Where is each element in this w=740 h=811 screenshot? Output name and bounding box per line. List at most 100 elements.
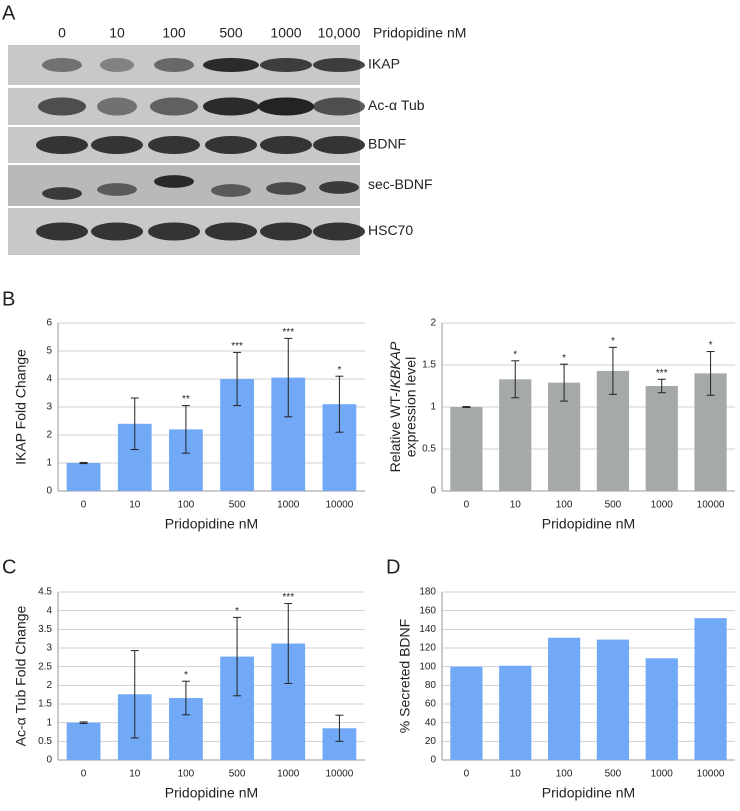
x-tick-label: 10000 [697, 500, 725, 511]
blot-row-label: Ac-α Tub [368, 97, 425, 113]
error-bar [233, 351, 242, 407]
y-label-part: Relative WT- [387, 392, 403, 472]
blot-band [260, 222, 312, 241]
x-axis-label: Pridopidine nM [542, 516, 635, 532]
y-axis-label: IKAP Fold Change [13, 349, 29, 465]
blot-band [260, 136, 312, 154]
blot-row-label: BDNF [368, 136, 406, 152]
blot-row-label: IKAP [368, 56, 400, 72]
y-tick-label: 180 [419, 587, 436, 598]
blot-band [36, 136, 88, 154]
significance-label: * [184, 670, 188, 681]
blot-band [148, 222, 200, 241]
blot-band [91, 136, 143, 154]
blot-band [154, 175, 194, 188]
blot-band [266, 182, 306, 195]
blot-row-label: sec-BDNF [368, 176, 433, 192]
y-tick-label: 0 [430, 486, 436, 497]
x-tick-label: 500 [605, 500, 622, 511]
blot-band [150, 97, 198, 116]
x-axis-label: Pridopidine nM [165, 785, 258, 801]
significance-label: * [611, 336, 615, 347]
x-tick-label: 10 [129, 769, 141, 780]
x-tick-label: 100 [556, 769, 573, 780]
lane-label: 0 [58, 25, 66, 41]
x-axis-label: Pridopidine nM [542, 785, 635, 801]
x-tick-label: 10 [129, 500, 141, 511]
bar [694, 618, 727, 760]
y-tick-label: 3 [46, 643, 52, 654]
panel-letter: B [2, 288, 15, 310]
lane-label: 500 [219, 25, 243, 41]
blot-band [205, 136, 257, 154]
x-tick-label: 100 [556, 500, 573, 511]
y-tick-label: 0.5 [422, 444, 436, 455]
significance-label: * [235, 606, 239, 617]
error-bar [511, 360, 520, 399]
error-bar [79, 721, 88, 724]
x-tick-label: 10000 [326, 500, 354, 511]
blot-band [100, 58, 134, 72]
error-bar [233, 616, 242, 697]
blot-band [97, 97, 137, 116]
y-tick-label: 0 [430, 755, 436, 766]
y-axis-label: % Secreted BDNF [397, 619, 413, 733]
y-tick-label: 2 [46, 680, 52, 691]
blot-band [313, 97, 365, 116]
bar [547, 637, 581, 760]
y-tick-label: 0.5 [38, 736, 52, 747]
y-tick-label: 1 [430, 402, 436, 413]
y-tick-label: 3.5 [38, 624, 52, 635]
panel-letter: C [2, 556, 16, 578]
y-tick-label: 6 [46, 318, 52, 329]
lane-label: 100 [162, 25, 186, 41]
y-tick-label: 80 [425, 680, 437, 691]
y-tick-label: 1 [46, 717, 52, 728]
panel-letter: A [2, 2, 16, 24]
y-tick-label: 5 [46, 346, 52, 357]
x-tick-label: 1000 [277, 500, 300, 511]
bar [645, 658, 678, 760]
y-tick-label: 4 [46, 374, 52, 385]
x-tick-label: 100 [178, 769, 195, 780]
bar [450, 407, 483, 491]
significance-label: * [562, 353, 566, 364]
x-tick-label: 10000 [326, 769, 354, 780]
x-tick-label: 1000 [277, 769, 300, 780]
error-bar [79, 461, 88, 465]
y-tick-label: 4 [46, 605, 52, 616]
x-axis-label: Pridopidine nM [165, 516, 258, 532]
x-tick-label: 500 [229, 769, 246, 780]
x-tick-label: 1000 [651, 769, 674, 780]
significance-label: ** [182, 394, 190, 405]
y-tick-label: 140 [419, 624, 436, 635]
blot-band [97, 183, 137, 196]
blot-band [148, 136, 200, 154]
y-tick-label: 0 [46, 486, 52, 497]
x-tick-label: 0 [81, 500, 87, 511]
error-bar [284, 603, 293, 684]
significance-label: * [513, 349, 517, 360]
bar [450, 666, 483, 760]
bar [66, 722, 101, 760]
error-bar [284, 337, 293, 418]
lane-label: 10 [109, 25, 125, 41]
y-tick-label: 2.5 [38, 661, 52, 672]
blot-band [258, 97, 314, 116]
error-bar [657, 378, 666, 394]
y-tick-label: 120 [419, 643, 436, 654]
x-tick-label: 100 [178, 500, 195, 511]
y-tick-label: 1.5 [422, 360, 436, 371]
blot-band [36, 222, 88, 241]
significance-label: *** [282, 327, 294, 338]
error-bar [608, 346, 617, 395]
blot-row-label: HSC70 [368, 222, 413, 238]
y-tick-label: 2 [430, 318, 436, 329]
x-tick-label: 10000 [697, 769, 725, 780]
lane-label: 10,000 [318, 25, 361, 41]
blot-band [260, 58, 312, 72]
bar [66, 463, 101, 491]
significance-label: *** [282, 592, 294, 603]
y-axis-label: expression level [403, 357, 419, 457]
